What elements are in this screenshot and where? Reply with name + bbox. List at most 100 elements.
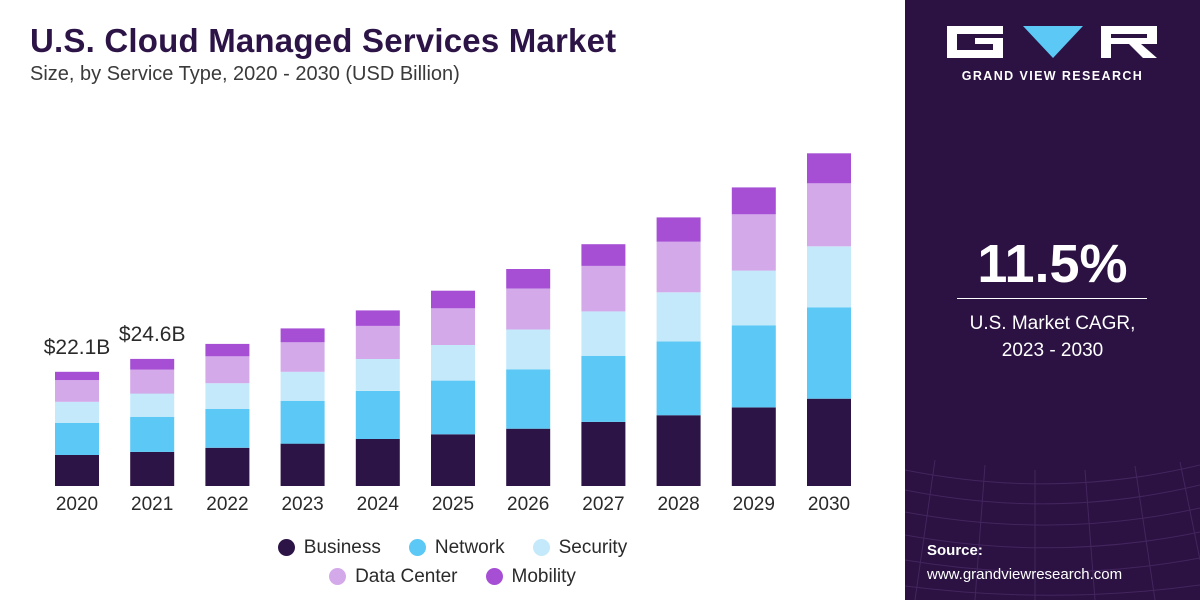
bar-segment-security-2026 xyxy=(506,329,551,370)
x-tick-label-2022: 2022 xyxy=(206,494,248,515)
x-tick-label-2027: 2027 xyxy=(582,494,624,515)
x-tick-label-2023: 2023 xyxy=(281,494,323,515)
legend-item-data-center: Data Center xyxy=(329,565,458,588)
bar-segment-mobility-2028 xyxy=(656,217,701,242)
bar-segment-network-2026 xyxy=(506,369,551,429)
bar-segment-data-center-2023 xyxy=(280,342,325,372)
x-tick-label-2026: 2026 xyxy=(507,494,549,515)
cagr-value: 11.5% xyxy=(977,234,1128,294)
bar-segment-data-center-2026 xyxy=(506,288,551,330)
bar-segment-security-2028 xyxy=(656,292,701,342)
bar-segment-data-center-2020 xyxy=(55,380,99,402)
legend-swatch-network xyxy=(408,539,426,556)
bar-segment-business-2026 xyxy=(506,428,551,486)
source-label: Source: xyxy=(927,542,983,559)
side-panel: GRAND VIEW RESEARCH 11.5% U.S. Market CA… xyxy=(905,0,1200,600)
data-label-2021: $24.6B xyxy=(119,323,186,346)
bar-segment-security-2021 xyxy=(130,393,175,417)
bar-segment-business-2021 xyxy=(130,451,175,486)
bar-segment-business-2022 xyxy=(205,447,250,486)
grand-view-research-logo: GRAND VIEW RESEARCH xyxy=(945,22,1160,92)
bar-segment-network-2021 xyxy=(130,416,175,452)
bar-segment-mobility-2029 xyxy=(731,187,776,215)
bar-segment-business-2023 xyxy=(280,443,325,486)
x-tick-label-2029: 2029 xyxy=(733,494,775,515)
legend-label-network: Network xyxy=(434,536,505,558)
bar-segment-data-center-2021 xyxy=(130,369,175,394)
bar-segment-network-2027 xyxy=(581,355,626,422)
bar-segment-security-2020 xyxy=(55,401,99,423)
cagr-label-line2: 2023 - 2030 xyxy=(1001,340,1104,361)
legend-label-business: Business xyxy=(303,536,381,558)
bar-segment-mobility-2027 xyxy=(581,244,626,266)
chart-panel: U.S. Cloud Managed Services Market Size,… xyxy=(0,22,905,591)
legend-label-data-center: Data Center xyxy=(355,565,458,587)
bar-segment-security-2023 xyxy=(280,371,325,401)
bar-segment-data-center-2028 xyxy=(656,241,701,293)
bar-segment-network-2029 xyxy=(731,325,776,408)
legend-swatch-business xyxy=(277,539,295,556)
source-link[interactable]: www.grandviewresearch.com xyxy=(927,566,1123,583)
bar-segment-network-2030 xyxy=(807,307,851,399)
bar-segment-network-2024 xyxy=(355,391,400,439)
chart-subtitle: Size, by Service Type, 2020 - 2030 (USD … xyxy=(30,63,460,85)
bar-segment-security-2022 xyxy=(205,383,250,409)
x-tick-label-2024: 2024 xyxy=(357,494,400,515)
bar-segment-data-center-2022 xyxy=(205,356,250,384)
bar-segment-network-2022 xyxy=(205,409,250,448)
bar-segment-data-center-2027 xyxy=(581,265,626,312)
bar-segment-security-2027 xyxy=(581,311,626,356)
bar-segment-network-2025 xyxy=(431,380,475,435)
bar-segment-mobility-2020 xyxy=(55,371,99,381)
bar-segment-mobility-2025 xyxy=(431,290,475,309)
legend-item-network: Network xyxy=(408,536,505,559)
x-tick-label-2020: 2020 xyxy=(56,494,98,515)
legend-item-mobility: Mobility xyxy=(485,565,576,588)
stacked-bar-chart: 2020 2021 2022 2023 2024 2025 2026 2027 2028 2029… xyxy=(44,153,851,515)
bar-segment-security-2025 xyxy=(431,345,475,381)
bar-segment-business-2029 xyxy=(731,407,776,486)
legend-swatch-data-center xyxy=(329,568,347,585)
bar-segment-mobility-2026 xyxy=(506,269,551,289)
legend-swatch-security xyxy=(532,539,550,556)
bar-segment-data-center-2030 xyxy=(807,183,851,247)
bar-segment-data-center-2025 xyxy=(431,308,475,345)
bar-segment-business-2027 xyxy=(581,421,626,486)
bar-segment-security-2029 xyxy=(731,270,776,326)
bar-segment-security-2030 xyxy=(807,246,851,308)
legend-label-security: Security xyxy=(558,536,628,558)
bar-segment-security-2024 xyxy=(355,358,400,391)
data-label-2020: $22.1B xyxy=(44,336,111,359)
legend-label-mobility: Mobility xyxy=(511,565,576,587)
bar-segment-business-2025 xyxy=(431,434,475,486)
legend-swatch-mobility xyxy=(485,568,503,585)
bar-segment-data-center-2029 xyxy=(731,214,776,271)
logo-wordmark: GRAND VIEW RESEARCH xyxy=(961,69,1144,83)
bar-segment-mobility-2022 xyxy=(205,343,250,357)
legend: Business Network Security Data Center Mo… xyxy=(0,533,905,591)
bar-segment-business-2028 xyxy=(656,415,701,486)
bar-segment-mobility-2023 xyxy=(280,328,325,343)
x-tick-label-2025: 2025 xyxy=(432,494,474,515)
bar-segment-mobility-2030 xyxy=(807,153,851,184)
bar-segment-business-2030 xyxy=(807,398,851,486)
legend-item-security: Security xyxy=(532,536,628,559)
cagr-label-line1: U.S. Market CAGR, xyxy=(969,313,1136,334)
legend-item-business: Business xyxy=(277,536,381,559)
bar-segment-business-2020 xyxy=(55,455,99,486)
bar-segment-network-2028 xyxy=(656,341,701,416)
bar-segment-business-2024 xyxy=(355,439,400,486)
bar-segment-data-center-2024 xyxy=(355,325,400,359)
bar-segment-mobility-2021 xyxy=(130,358,175,370)
x-tick-label-2021: 2021 xyxy=(131,494,173,515)
bar-segment-network-2023 xyxy=(280,400,325,444)
logo-mark xyxy=(947,26,1157,58)
chart-title: U.S. Cloud Managed Services Market xyxy=(30,22,617,59)
bar-segment-network-2020 xyxy=(55,423,99,455)
x-tick-label-2028: 2028 xyxy=(657,494,699,515)
grid-floor-graphic xyxy=(905,459,1200,600)
cagr-label: U.S. Market CAGR, 2023 - 2030 xyxy=(905,310,1200,364)
cagr-divider xyxy=(957,298,1147,299)
bar-segment-mobility-2024 xyxy=(355,310,400,326)
x-tick-label-2030: 2030 xyxy=(808,494,850,515)
